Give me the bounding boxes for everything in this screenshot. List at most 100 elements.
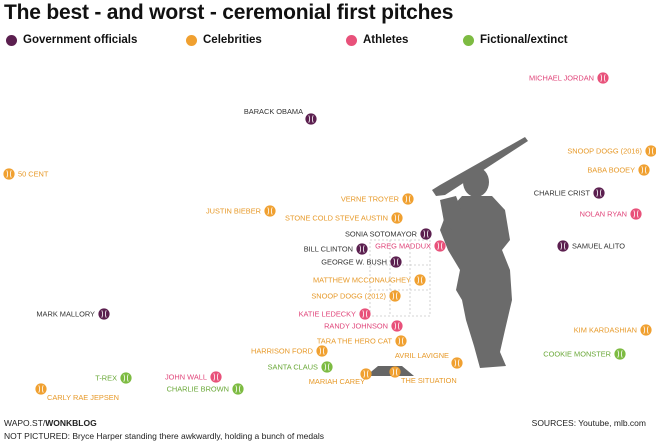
point-justin-bieber: JUSTIN BIEBER bbox=[206, 205, 276, 217]
point-label: STONE COLD STEVE AUSTIN bbox=[285, 214, 388, 223]
baseball-seam bbox=[617, 350, 619, 358]
baseball-marker bbox=[3, 168, 15, 180]
baseball-seam bbox=[641, 166, 643, 174]
point-kim-kardashian: KIM KARDASHIAN bbox=[574, 324, 652, 336]
baseball-seam bbox=[127, 374, 129, 382]
point-label: SNOOP DOGG (2016) bbox=[567, 147, 642, 156]
baseball-marker bbox=[640, 324, 652, 336]
baseball-seam bbox=[363, 245, 365, 253]
point-michael-jordan: MICHAEL JORDAN bbox=[529, 72, 609, 84]
baseball-marker bbox=[316, 345, 328, 357]
legend-item-celebrities: Celebrities bbox=[186, 34, 262, 46]
baseball-seam bbox=[396, 368, 398, 376]
point-t-rex: T-REX bbox=[95, 372, 132, 384]
point-snoop-dogg-2016: SNOOP DOGG (2016) bbox=[567, 145, 656, 157]
baseball-marker bbox=[390, 256, 402, 268]
baseball-seam bbox=[392, 368, 394, 376]
baseball-seam bbox=[394, 214, 396, 222]
legend-label-celebrities: Celebrities bbox=[203, 34, 262, 46]
baseball-seam bbox=[366, 310, 368, 318]
baseball-marker bbox=[389, 366, 401, 378]
baseball-seam bbox=[396, 292, 398, 300]
point-cookie-monster: COOKIE MONSTER bbox=[543, 348, 626, 360]
chart-title: The best - and worst - ceremonial first … bbox=[4, 1, 454, 24]
point-snoop-dogg-2012: SNOOP DOGG (2012) bbox=[311, 290, 401, 302]
footer-note: NOT PICTURED: Bryce Harper standing ther… bbox=[4, 431, 324, 441]
point-mark-mallory: MARK MALLORY bbox=[36, 308, 110, 320]
baseball-seam bbox=[648, 147, 650, 155]
baseball-marker bbox=[402, 193, 414, 205]
baseball-seam bbox=[643, 326, 645, 334]
legend-swatch-athletes bbox=[346, 34, 357, 46]
baseball-marker bbox=[597, 72, 609, 84]
baseball-seam bbox=[239, 385, 241, 393]
baseball-marker bbox=[645, 145, 656, 157]
point-label: JUSTIN BIEBER bbox=[206, 207, 261, 216]
baseball-seam bbox=[363, 370, 365, 378]
baseball-seam bbox=[560, 242, 562, 250]
point-label: COOKIE MONSTER bbox=[543, 350, 611, 359]
baseball-marker bbox=[305, 113, 317, 125]
baseball-seam bbox=[596, 189, 598, 197]
point-label: MATTHEW MCCONAUGHEY bbox=[313, 276, 411, 285]
footer-sources: SOURCES: Youtube, mlb.com bbox=[531, 418, 646, 428]
point-matthew-mcconaughey: MATTHEW MCCONAUGHEY bbox=[313, 274, 426, 286]
point-avril-lavigne: AVRIL LAVIGNE bbox=[395, 351, 463, 369]
point-charlie-brown: CHARLIE BROWN bbox=[167, 383, 244, 395]
point-label: VERNE TROYER bbox=[341, 195, 399, 204]
baseball-marker bbox=[98, 308, 110, 320]
baseball-marker bbox=[420, 228, 432, 240]
point-label: MARIAH CAREY bbox=[309, 377, 365, 386]
baseball-seam bbox=[10, 170, 12, 178]
baseball-seam bbox=[437, 242, 439, 250]
baseball-marker bbox=[557, 240, 569, 252]
point-john-wall: JOHN WALL bbox=[165, 371, 222, 383]
baseball-seam bbox=[213, 373, 215, 381]
legend-label-fictional: Fictional/extinct bbox=[480, 34, 568, 46]
legend-label-government: Government officials bbox=[23, 34, 138, 46]
baseball-seam bbox=[235, 385, 237, 393]
baseball-seam bbox=[647, 326, 649, 334]
baseball-seam bbox=[421, 276, 423, 284]
point-label: GEORGE W. BUSH bbox=[321, 258, 387, 267]
baseball-seam bbox=[402, 337, 404, 345]
baseball-seam bbox=[398, 337, 400, 345]
point-tara-the-hero-cat: TARA THE HERO CAT bbox=[317, 335, 407, 347]
point-stone-cold-steve-austin: STONE COLD STEVE AUSTIN bbox=[285, 212, 403, 224]
baseball-marker bbox=[321, 361, 333, 373]
baseball-marker bbox=[395, 335, 407, 347]
legend-label-athletes: Athletes bbox=[363, 34, 409, 46]
baseball-marker bbox=[120, 372, 132, 384]
baseball-seam bbox=[409, 195, 411, 203]
baseball-seam bbox=[328, 363, 330, 371]
legend-item-fictional: Fictional/extinct bbox=[463, 34, 568, 46]
baseball-seam bbox=[397, 258, 399, 266]
baseball-seam bbox=[323, 347, 325, 355]
baseball-seam bbox=[267, 207, 269, 215]
baseball-marker bbox=[391, 320, 403, 332]
baseball-seam bbox=[441, 242, 443, 250]
baseball-marker bbox=[359, 308, 371, 320]
point-the-situation: THE SITUATION bbox=[389, 366, 457, 385]
baseball-seam bbox=[123, 374, 125, 382]
baseball-seam bbox=[105, 310, 107, 318]
legend-swatch-celebrities bbox=[186, 34, 197, 46]
baseball-seam bbox=[312, 115, 314, 123]
baseball-seam bbox=[6, 170, 8, 178]
point-label: SONIA SOTOMAYOR bbox=[345, 230, 417, 239]
point-label: BABA BOOEY bbox=[587, 166, 635, 175]
baseball-seam bbox=[308, 115, 310, 123]
point-label: CHARLIE BROWN bbox=[167, 385, 229, 394]
baseball-seam bbox=[637, 210, 639, 218]
legend-swatch-fictional bbox=[463, 34, 474, 46]
point-label: KIM KARDASHIAN bbox=[574, 326, 637, 335]
baseball-marker bbox=[614, 348, 626, 360]
point-charlie-crist: CHARLIE CRIST bbox=[534, 187, 605, 199]
baseball-seam bbox=[367, 370, 369, 378]
baseball-seam bbox=[604, 74, 606, 82]
point-label: HARRISON FORD bbox=[251, 347, 313, 356]
point-label: THE SITUATION bbox=[401, 376, 457, 385]
point-50-cent: 50 CENT bbox=[3, 168, 49, 180]
baseball-seam bbox=[359, 245, 361, 253]
point-george-w-bush: GEORGE W. BUSH bbox=[321, 256, 402, 268]
